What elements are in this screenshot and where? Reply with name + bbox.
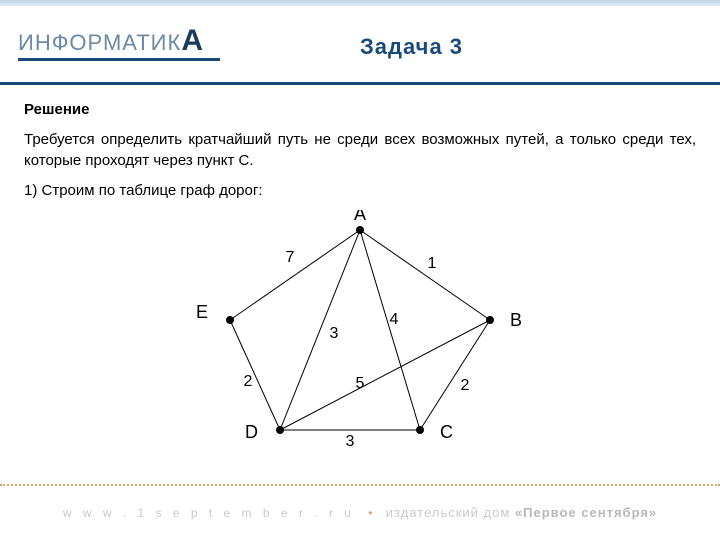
graph-node xyxy=(356,226,364,234)
graph-svg: 1 7 3 4 2 5 3 2 A B C D E xyxy=(0,210,720,470)
solution-label: Решение xyxy=(24,100,696,120)
node-label: E xyxy=(196,302,208,322)
header: ИНФОРМАТИКА Задача 3 xyxy=(0,6,720,85)
footer-bullet-icon: • xyxy=(368,506,372,520)
node-label: B xyxy=(510,310,522,330)
graph-edge xyxy=(230,230,360,320)
graph-edge xyxy=(360,230,490,320)
graph-edge xyxy=(230,320,280,430)
node-label: C xyxy=(440,422,453,442)
edge-weight: 3 xyxy=(330,325,339,342)
logo-underline xyxy=(18,58,220,61)
footer-publisher: издательский дом «Первое сентября» xyxy=(386,505,657,520)
logo: ИНФОРМАТИКА xyxy=(18,24,204,58)
graph-edge xyxy=(420,320,490,430)
graph-edge xyxy=(360,230,420,430)
logo-text: ИНФОРМАТИКА xyxy=(18,30,204,55)
paragraph-1: Требуется определить кратчайший путь не … xyxy=(24,130,696,171)
edge-weight: 7 xyxy=(286,249,295,266)
graph-node xyxy=(486,316,494,324)
graph-edge xyxy=(280,320,490,430)
graph-container: 1 7 3 4 2 5 3 2 A B C D E xyxy=(0,210,720,470)
footer-publisher-brand: «Первое сентября» xyxy=(515,505,657,520)
page-title: Задача 3 xyxy=(360,34,463,60)
footer-publisher-prefix: издательский дом xyxy=(386,505,515,520)
footer: w w w . 1 s e p t e m b e r . r u • изда… xyxy=(0,505,720,520)
node-label: A xyxy=(354,210,366,224)
page: ИНФОРМАТИКА Задача 3 Решение Требуется о… xyxy=(0,0,720,540)
edge-weight: 5 xyxy=(356,375,365,392)
graph-node xyxy=(276,426,284,434)
graph-node xyxy=(416,426,424,434)
edge-weight: 3 xyxy=(346,433,355,450)
edge-weight: 4 xyxy=(390,311,399,328)
edge-weight: 2 xyxy=(244,373,253,390)
dotted-rule xyxy=(0,484,720,486)
logo-big-a: А xyxy=(181,24,204,57)
footer-url: w w w . 1 s e p t e m b e r . r u xyxy=(63,506,355,520)
edge-weight: 1 xyxy=(428,255,437,272)
node-label: D xyxy=(245,422,258,442)
body-text: Решение Требуется определить кратчайший … xyxy=(24,100,696,211)
logo-prefix: ИНФОРМАТИК xyxy=(18,30,181,55)
paragraph-2: 1) Строим по таблице граф дорог: xyxy=(24,181,696,201)
edge-weight: 2 xyxy=(461,377,470,394)
graph-node xyxy=(226,316,234,324)
